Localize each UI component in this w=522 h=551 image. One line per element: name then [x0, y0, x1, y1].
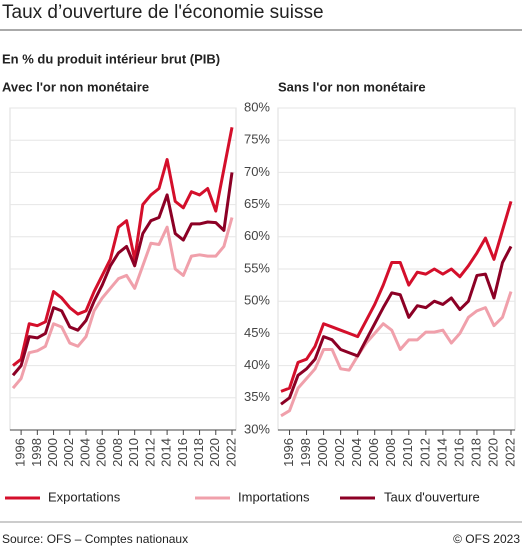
x-tick-label: 2018 — [468, 438, 483, 467]
series-line — [11, 217, 234, 390]
x-tick-label: 2004 — [349, 438, 364, 467]
x-tick-label: 1996 — [281, 438, 296, 467]
x-tick-label: 2006 — [94, 438, 109, 467]
x-tick-label: 1998 — [298, 438, 313, 467]
legend-label: Exportations — [48, 489, 121, 504]
series-line — [12, 127, 234, 367]
series-line — [280, 200, 513, 393]
x-tick-label: 2016 — [451, 438, 466, 467]
x-tick-label: 2014 — [159, 438, 174, 467]
y-tick-label: 80% — [244, 99, 270, 114]
x-tick-label: 2008 — [110, 438, 125, 467]
copyright: © OFS 2023 — [453, 532, 520, 546]
x-tick-label: 2014 — [434, 438, 449, 467]
y-tick-label: 60% — [244, 228, 270, 243]
x-tick-label: 2004 — [77, 438, 92, 467]
x-tick-label: 2016 — [175, 438, 190, 467]
legend-label: Importations — [238, 489, 310, 504]
x-tick-label: 2008 — [383, 438, 398, 467]
y-tick-label: 50% — [244, 293, 270, 308]
x-tick-label: 2022 — [502, 438, 517, 467]
chart-title: Taux d’ouverture de l'économie suisse — [2, 2, 324, 23]
x-tick-label: 2002 — [332, 438, 347, 467]
x-tick-label: 2000 — [45, 438, 60, 467]
x-tick-label: 1998 — [29, 438, 44, 467]
x-tick-label: 2010 — [126, 438, 141, 467]
x-tick-label: 2012 — [417, 438, 432, 467]
y-tick-label: 40% — [244, 357, 270, 372]
x-tick-label: 2006 — [366, 438, 381, 467]
y-tick-label: 35% — [244, 389, 270, 404]
series-line — [280, 291, 513, 418]
x-tick-label: 1996 — [13, 438, 28, 467]
y-tick-label: 75% — [244, 132, 270, 147]
x-tick-label: 2020 — [207, 438, 222, 467]
x-tick-label: 2000 — [315, 438, 330, 467]
x-tick-label: 2022 — [223, 438, 238, 467]
legend-label: Taux d'ouverture — [384, 489, 480, 504]
panel-title: Sans l'or non monétaire — [278, 79, 426, 94]
y-tick-label: 45% — [244, 325, 270, 340]
y-tick-label: 55% — [244, 260, 270, 275]
y-tick-label: 70% — [244, 164, 270, 179]
x-tick-label: 2012 — [142, 438, 157, 467]
y-tick-label: 30% — [244, 421, 270, 436]
x-tick-label: 2002 — [61, 438, 76, 467]
y-tick-label: 65% — [244, 196, 270, 211]
panel-title: Avec l'or non monétaire — [2, 79, 149, 94]
subtitle: En % du produit intérieur brut (PIB) — [2, 51, 220, 66]
x-tick-label: 2020 — [485, 438, 500, 467]
x-tick-label: 2018 — [191, 438, 206, 467]
x-tick-label: 2010 — [400, 438, 415, 467]
series-line — [11, 172, 234, 377]
source: Source: OFS – Comptes nationaux — [2, 532, 188, 546]
series-line — [280, 245, 513, 406]
